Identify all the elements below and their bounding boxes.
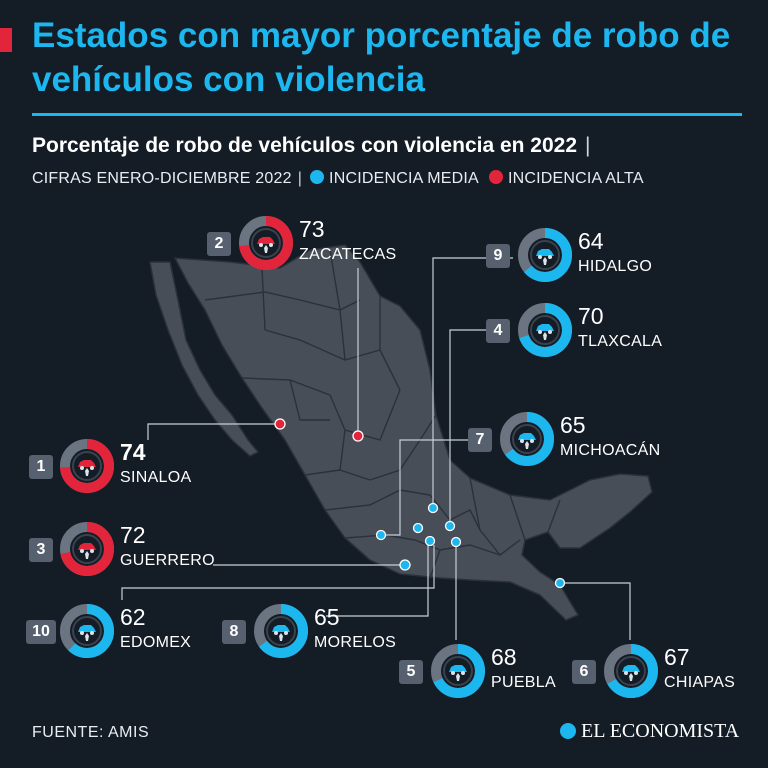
value-label-hidalgo: 64 — [578, 228, 604, 254]
title-divider — [32, 113, 742, 116]
state-label-chiapas: CHIAPAS — [664, 674, 736, 691]
value-label-puebla: 68 — [491, 644, 517, 670]
rank-badge-sinaloa: 1 — [29, 455, 53, 479]
donut-value-arc-michoacan — [500, 412, 554, 466]
donut-value-arc-morelos — [254, 604, 308, 658]
marker-chiapas — [554, 577, 566, 589]
state-label-guerrero: GUERRERO — [120, 552, 215, 569]
car-theft-icon — [78, 625, 96, 641]
car-theft-icon — [449, 665, 467, 681]
donut-value-arc-chiapas — [604, 644, 658, 698]
subtitle-text: Porcentaje de robo de vehículos con viol… — [32, 134, 578, 157]
donut-michoacan — [500, 412, 554, 466]
car-theft-icon — [78, 460, 96, 476]
page-title: Estados con mayor porcentaje de robo de … — [32, 16, 731, 99]
rank-badge-morelos: 8 — [222, 620, 246, 644]
car-theft-icon — [622, 665, 640, 681]
state-label-tlaxcala: TLAXCALA — [578, 333, 663, 350]
title-accent-bar — [0, 28, 12, 52]
marker-hidalgo — [427, 502, 439, 514]
value-label-guerrero: 72 — [120, 522, 146, 548]
legend-swatch-media — [310, 170, 325, 184]
state-label-michoacan: MICHOACÁN — [560, 442, 661, 459]
value-label-sinaloa: 74 — [120, 439, 146, 465]
car-theft-icon — [78, 543, 96, 559]
donut-puebla — [431, 644, 485, 698]
state-label-puebla: PUEBLA — [491, 674, 556, 691]
legend-swatch-alta — [488, 170, 503, 184]
state-borders — [204, 249, 561, 579]
rank-badge-tlaxcala: 4 — [486, 319, 510, 343]
legend-separator: | — [297, 170, 303, 187]
car-theft-icon — [272, 625, 290, 641]
legend-label-alta: INCIDENCIA ALTA — [507, 170, 644, 187]
marker-puebla — [450, 536, 462, 548]
marker-zacatecas — [352, 430, 364, 442]
donut-value-arc-puebla — [431, 644, 485, 698]
car-theft-icon — [518, 433, 536, 449]
state-label-zacatecas: ZACATECAS — [299, 246, 397, 263]
state-label-edomex: EDOMEX — [120, 634, 192, 651]
donut-value-arc-tlaxcala — [518, 303, 572, 357]
value-label-michoacan: 65 — [560, 412, 586, 438]
legend: CIFRAS ENERO-DICIEMBRE 2022 | INCIDENCIA M… — [32, 170, 644, 188]
brand-logo: EL ECONOMISTA — [560, 720, 739, 743]
value-label-zacatecas: 73 — [299, 216, 325, 242]
rank-badge-edomex: 10 — [26, 620, 56, 644]
donut-value-arc-zacatecas — [239, 216, 293, 270]
marker-sinaloa — [274, 418, 286, 430]
brand-name: EL ECONOMISTA — [581, 720, 740, 742]
value-label-tlaxcala: 70 — [578, 303, 604, 329]
state-label-morelos: MORELOS — [314, 634, 397, 651]
donut-edomex — [60, 604, 114, 658]
donut-guerrero — [60, 522, 114, 576]
marker-edomex — [412, 522, 424, 534]
state-label-sinaloa: SINALOA — [120, 469, 192, 486]
rank-badge-puebla: 5 — [399, 660, 423, 684]
donut-zacatecas — [239, 216, 293, 270]
value-label-morelos: 65 — [314, 604, 340, 630]
donut-value-arc-sinaloa — [60, 439, 114, 493]
rank-badge-michoacan: 7 — [468, 428, 492, 452]
period-note: CIFRAS ENERO-DICIEMBRE 2022 — [32, 170, 292, 187]
source-note: FUENTE: AMIS — [32, 724, 150, 741]
baja-california-peninsula — [149, 261, 259, 457]
donut-tlaxcala — [518, 303, 572, 357]
rank-badge-hidalgo: 9 — [486, 244, 510, 268]
state-markers — [274, 418, 566, 589]
donut-value-arc-guerrero — [60, 522, 114, 576]
rank-badge-chiapas: 6 — [572, 660, 596, 684]
marker-tlaxcala — [444, 520, 456, 532]
brand-globe-icon — [560, 723, 576, 739]
value-label-edomex: 62 — [120, 604, 146, 630]
marker-michoacan — [375, 529, 387, 541]
legend-label-media: INCIDENCIA MEDIA — [329, 170, 479, 187]
donut-hidalgo — [518, 228, 572, 282]
value-label-chiapas: 67 — [664, 644, 690, 670]
donut-morelos — [254, 604, 308, 658]
donut-sinaloa — [60, 439, 114, 493]
state-label-hidalgo: HIDALGO — [578, 258, 653, 275]
marker-guerrero — [399, 559, 411, 571]
car-theft-icon — [536, 249, 554, 265]
rank-badge-guerrero: 3 — [29, 538, 53, 562]
donut-chiapas — [604, 644, 658, 698]
car-theft-icon — [536, 324, 554, 340]
rank-badge-zacatecas: 2 — [207, 232, 231, 256]
marker-morelos — [424, 535, 436, 547]
donut-value-arc-edomex — [60, 604, 114, 658]
chart-subtitle: Porcentaje de robo de vehículos con viol… — [32, 134, 591, 158]
car-theft-icon — [257, 237, 275, 253]
subtitle-separator: | — [585, 134, 591, 157]
donut-value-arc-hidalgo — [518, 228, 572, 282]
